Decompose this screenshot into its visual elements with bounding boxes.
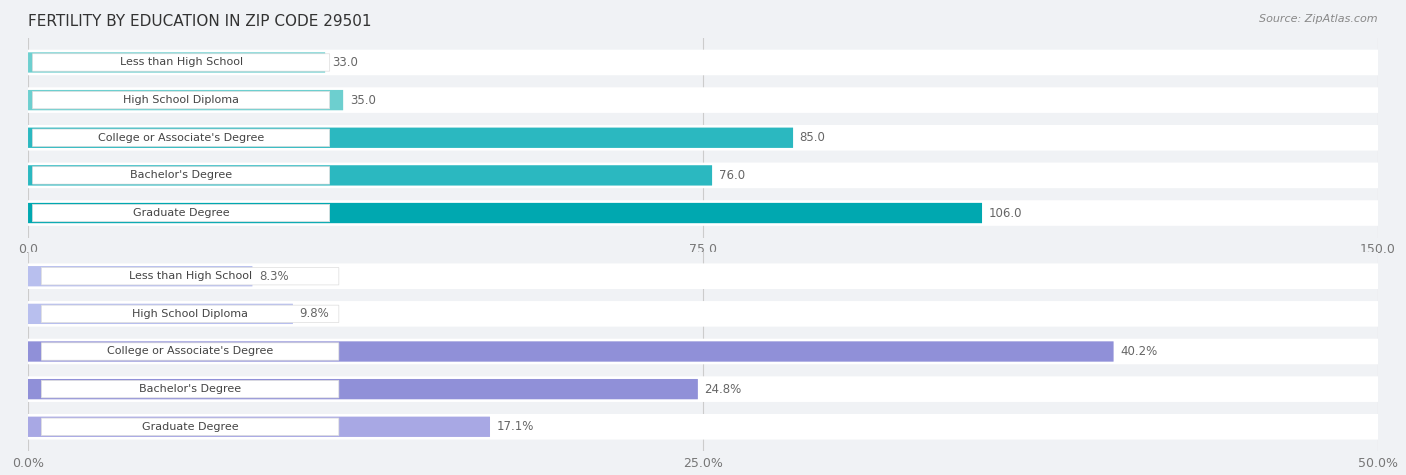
Text: 17.1%: 17.1% (496, 420, 534, 433)
FancyBboxPatch shape (28, 52, 325, 73)
Text: 33.0: 33.0 (332, 56, 357, 69)
FancyBboxPatch shape (28, 50, 1378, 75)
FancyBboxPatch shape (28, 301, 1378, 327)
Text: 35.0: 35.0 (350, 94, 375, 106)
Text: 24.8%: 24.8% (704, 383, 741, 396)
Text: 8.3%: 8.3% (259, 270, 288, 283)
Text: Less than High School: Less than High School (128, 271, 252, 281)
Text: College or Associate's Degree: College or Associate's Degree (107, 346, 273, 357)
FancyBboxPatch shape (28, 264, 1378, 289)
Text: High School Diploma: High School Diploma (124, 95, 239, 105)
Text: 9.8%: 9.8% (299, 307, 329, 320)
FancyBboxPatch shape (28, 200, 1378, 226)
Text: FERTILITY BY EDUCATION IN ZIP CODE 29501: FERTILITY BY EDUCATION IN ZIP CODE 29501 (28, 14, 371, 29)
Text: Less than High School: Less than High School (120, 57, 243, 67)
FancyBboxPatch shape (28, 342, 1114, 361)
FancyBboxPatch shape (32, 204, 329, 222)
FancyBboxPatch shape (41, 267, 339, 285)
FancyBboxPatch shape (28, 339, 1378, 364)
FancyBboxPatch shape (28, 162, 1378, 188)
Text: College or Associate's Degree: College or Associate's Degree (98, 133, 264, 143)
FancyBboxPatch shape (41, 305, 339, 323)
FancyBboxPatch shape (28, 128, 793, 148)
FancyBboxPatch shape (28, 376, 1378, 402)
Text: Bachelor's Degree: Bachelor's Degree (139, 384, 242, 394)
FancyBboxPatch shape (28, 417, 491, 437)
FancyBboxPatch shape (28, 90, 343, 110)
Text: 76.0: 76.0 (718, 169, 745, 182)
FancyBboxPatch shape (28, 87, 1378, 113)
Text: 106.0: 106.0 (988, 207, 1022, 219)
Text: Source: ZipAtlas.com: Source: ZipAtlas.com (1260, 14, 1378, 24)
FancyBboxPatch shape (32, 91, 329, 109)
Text: 85.0: 85.0 (800, 131, 825, 144)
Text: 40.2%: 40.2% (1121, 345, 1157, 358)
Text: Bachelor's Degree: Bachelor's Degree (129, 171, 232, 180)
FancyBboxPatch shape (28, 266, 253, 286)
FancyBboxPatch shape (32, 129, 329, 146)
FancyBboxPatch shape (32, 54, 329, 71)
FancyBboxPatch shape (28, 304, 292, 324)
Text: Graduate Degree: Graduate Degree (132, 208, 229, 218)
FancyBboxPatch shape (28, 203, 981, 223)
Text: High School Diploma: High School Diploma (132, 309, 247, 319)
FancyBboxPatch shape (28, 414, 1378, 439)
FancyBboxPatch shape (28, 125, 1378, 151)
FancyBboxPatch shape (28, 379, 697, 399)
Text: Graduate Degree: Graduate Degree (142, 422, 239, 432)
FancyBboxPatch shape (32, 167, 329, 184)
FancyBboxPatch shape (41, 418, 339, 436)
FancyBboxPatch shape (28, 165, 711, 186)
FancyBboxPatch shape (41, 343, 339, 360)
FancyBboxPatch shape (41, 380, 339, 398)
